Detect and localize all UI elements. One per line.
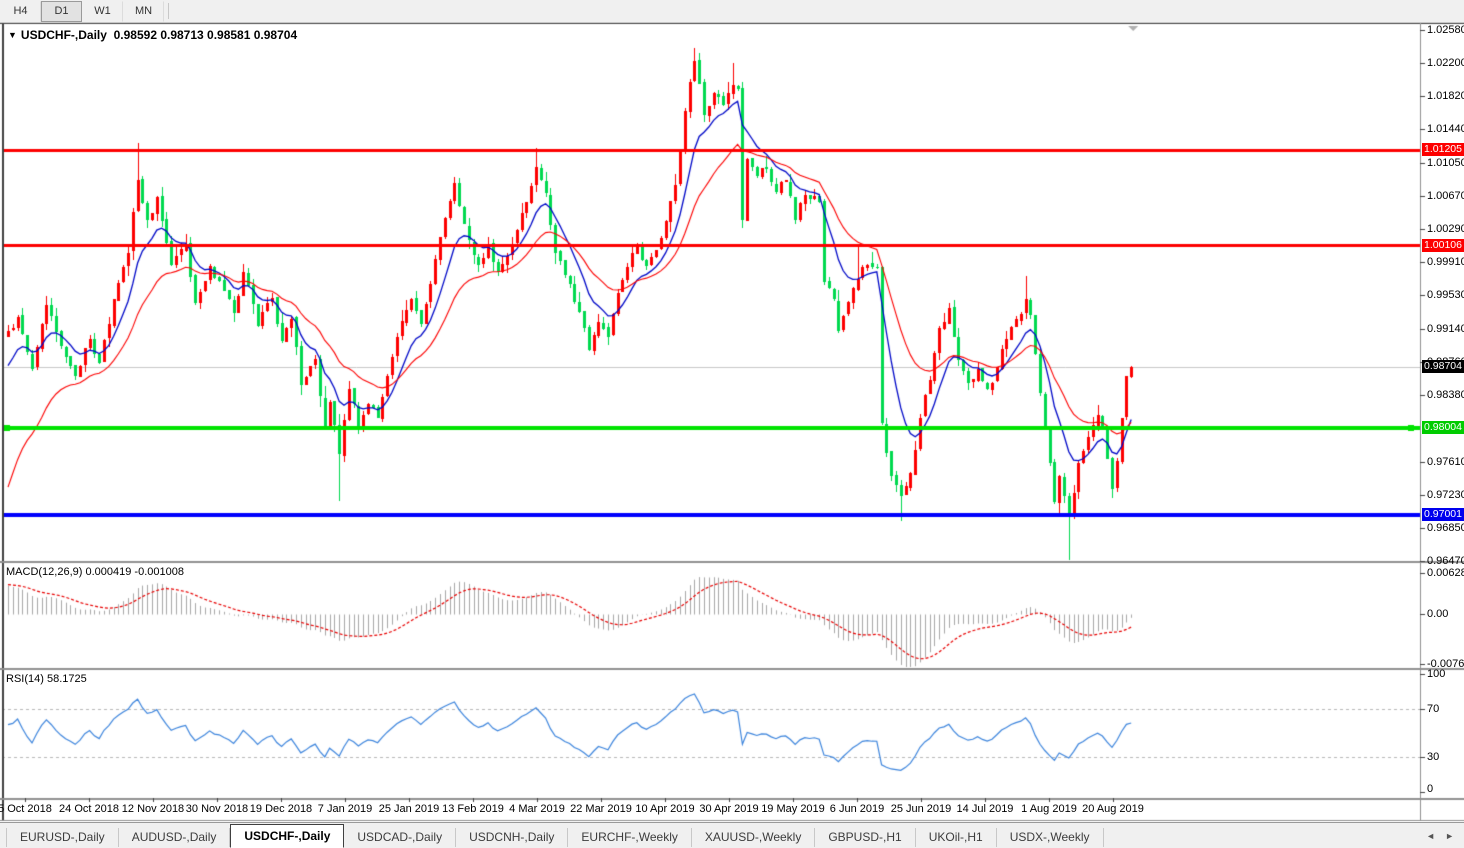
chart-tab-xauusd-weekly[interactable]: XAUUSD-,Weekly [692,828,816,847]
chart-tab-ukoil-h1[interactable]: UKOil-,H1 [916,828,997,847]
toolbar-separator [168,3,169,19]
tab-scroll-right-icon[interactable]: ► [1445,830,1454,841]
chart-tab-usdchf-daily[interactable]: USDCHF-,Daily [230,824,345,848]
chart-tab-gbpusd-h1[interactable]: GBPUSD-,H1 [815,828,916,847]
chart-canvas[interactable] [0,0,1464,822]
timeframe-button-h4[interactable]: H4 [0,0,41,22]
chart-tab-usdx-weekly[interactable]: USDX-,Weekly [997,828,1104,847]
tab-scroll-left-icon[interactable]: ◄ [1426,830,1436,841]
timeframe-button-mn[interactable]: MN [123,0,164,22]
chart-tab-eurchf-weekly[interactable]: EURCHF-,Weekly [568,828,692,847]
chart-tab-usdcnh-daily[interactable]: USDCNH-,Daily [456,828,569,847]
timeframe-toolbar: H4 D1 W1 MN [0,0,1464,23]
chart-tab-eurusd-daily[interactable]: EURUSD-,Daily [6,828,119,847]
timeframe-button-w1[interactable]: W1 [82,0,123,22]
chart-tab-bar: EURUSD-,Daily AUDUSD-,Daily USDCHF-,Daily U… [0,822,1464,848]
chart-tab-audusd-daily[interactable]: AUDUSD-,Daily [119,828,231,847]
chart-tab-usdcad-daily[interactable]: USDCAD-,Daily [344,828,457,847]
tab-scroll: ◄ ► [1426,823,1464,848]
timeframe-button-d1[interactable]: D1 [41,0,82,22]
